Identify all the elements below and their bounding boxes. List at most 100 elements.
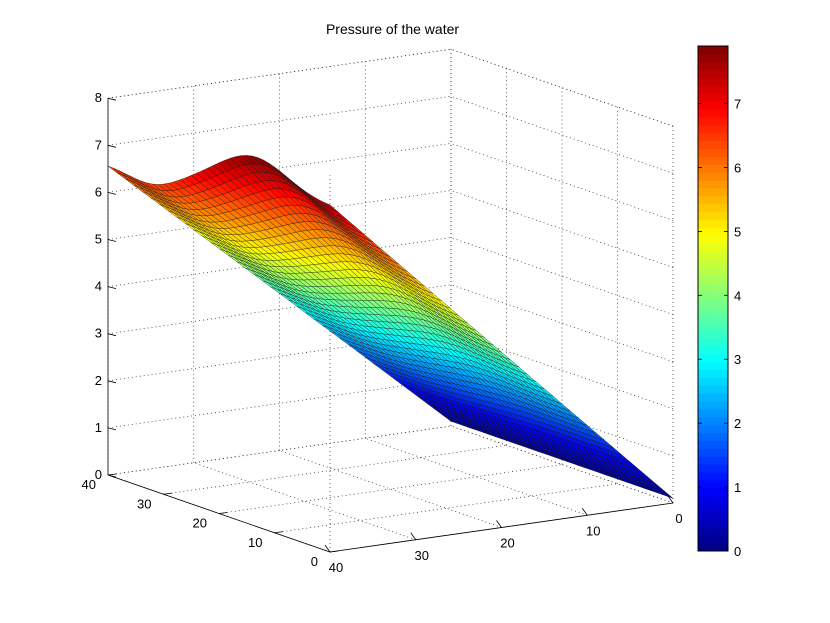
colorbar-segment [698, 385, 728, 394]
y-tick [107, 473, 117, 476]
x-tick-label: 20 [500, 536, 514, 551]
colorbar-segment [698, 330, 728, 339]
colorbar-segment [698, 172, 728, 181]
z-tick [107, 380, 117, 384]
colorbar-segment [698, 503, 728, 513]
colorbar-segment [698, 243, 728, 252]
y-tick-label: 30 [137, 496, 151, 511]
colorbar-segment [698, 298, 728, 307]
z-tick [107, 333, 117, 337]
y-tick [218, 512, 228, 514]
x-tick [410, 532, 417, 540]
z-tick [107, 427, 117, 431]
y-tick [274, 531, 283, 534]
wall-grid-z [107, 48, 452, 99]
colorbar-segment [698, 53, 728, 63]
z-tick [107, 192, 117, 195]
colorbar-tick-label: 2 [734, 416, 741, 431]
colorbar-segment [698, 369, 728, 378]
colorbar-segment [698, 156, 728, 165]
colorbar-segment [698, 337, 728, 347]
x-tick-label: 30 [415, 548, 429, 563]
surface-cell [324, 202, 339, 213]
x-tick-label: 40 [329, 560, 343, 575]
colorbar-segment [698, 282, 728, 292]
colorbar-segment [698, 211, 728, 221]
colorbar-segment [698, 448, 728, 457]
colorbar-segment [698, 117, 728, 126]
colorbar-segment [698, 180, 728, 189]
x-tick [667, 495, 674, 504]
z-tick-label: 2 [95, 373, 102, 388]
colorbar-segment [698, 401, 728, 410]
colorbar-segment [698, 306, 728, 315]
z-tick-label: 4 [95, 279, 102, 294]
wall-grid-z [107, 237, 452, 287]
colorbar-segment [698, 93, 728, 102]
colorbar-segment [698, 527, 728, 536]
x-tick-label: 10 [586, 523, 600, 538]
z-tick [107, 144, 117, 148]
z-tick-label: 5 [95, 232, 102, 247]
z-tick [107, 97, 117, 101]
colorbar-segment [698, 464, 728, 473]
z-tick-label: 1 [95, 420, 102, 435]
top-edge [107, 48, 452, 99]
colorbar-segment [698, 424, 728, 434]
floor-grid-x [193, 462, 416, 541]
colorbar-segment [698, 195, 728, 205]
surface-mesh [107, 155, 674, 499]
colorbar-segment [698, 77, 728, 86]
x-tick [496, 520, 502, 528]
colorbar-tick-label: 3 [734, 352, 741, 367]
colorbar: 0 1 2 3 4 5 6 7 [697, 45, 741, 559]
wall-grid-z2 [450, 143, 674, 221]
colorbar-segment [698, 259, 728, 268]
wall-grid-z [107, 378, 452, 429]
floor-grid-y [274, 483, 618, 534]
colorbar-segment [698, 535, 728, 544]
colorbar-segment [698, 101, 728, 110]
z-tick-label: 6 [95, 184, 102, 199]
y-tick-label: 20 [193, 516, 207, 531]
x-tick [324, 544, 331, 553]
wall-grid-z [107, 190, 452, 240]
colorbar-segment [698, 519, 728, 528]
z-tick-label: 7 [95, 137, 102, 152]
colorbar-segment [698, 164, 728, 173]
colorbar-tick-label: 0 [734, 544, 741, 559]
colorbar-segment [698, 440, 728, 449]
colorbar-segment [698, 251, 728, 260]
colorbar-segment [698, 377, 728, 386]
colorbar-segment [698, 188, 728, 197]
colorbar-segment [698, 353, 728, 363]
colorbar-segment [698, 456, 728, 465]
colorbar-segment [698, 69, 728, 79]
colorbar-frame [697, 45, 729, 552]
colorbar-segment [698, 203, 728, 213]
colorbar-segment [698, 227, 728, 236]
colorbar-segment [698, 361, 728, 371]
top-edge [450, 48, 674, 127]
y-tick [163, 492, 172, 495]
colorbar-segment [698, 511, 728, 520]
colorbar-segment [698, 393, 728, 402]
colorbar-tick-label: 7 [734, 97, 741, 112]
z-tick-label: 8 [95, 90, 102, 105]
colorbar-segment [698, 322, 728, 331]
colorbar-segment [698, 408, 728, 418]
colorbar-segment [698, 266, 728, 276]
y-tick-label: 0 [311, 554, 318, 569]
z-tick-label: 3 [95, 326, 102, 341]
colorbar-segment [698, 274, 728, 284]
colorbar-segment [698, 472, 728, 481]
wall-grid-z [107, 143, 452, 193]
z-tick [107, 286, 117, 289]
colorbar-segment [698, 140, 728, 150]
colorbar-segment [698, 46, 728, 55]
colorbar-segment [698, 124, 728, 134]
colorbar-segment [698, 235, 728, 244]
surface-cell [107, 165, 123, 175]
floor-grid-x [279, 450, 502, 528]
